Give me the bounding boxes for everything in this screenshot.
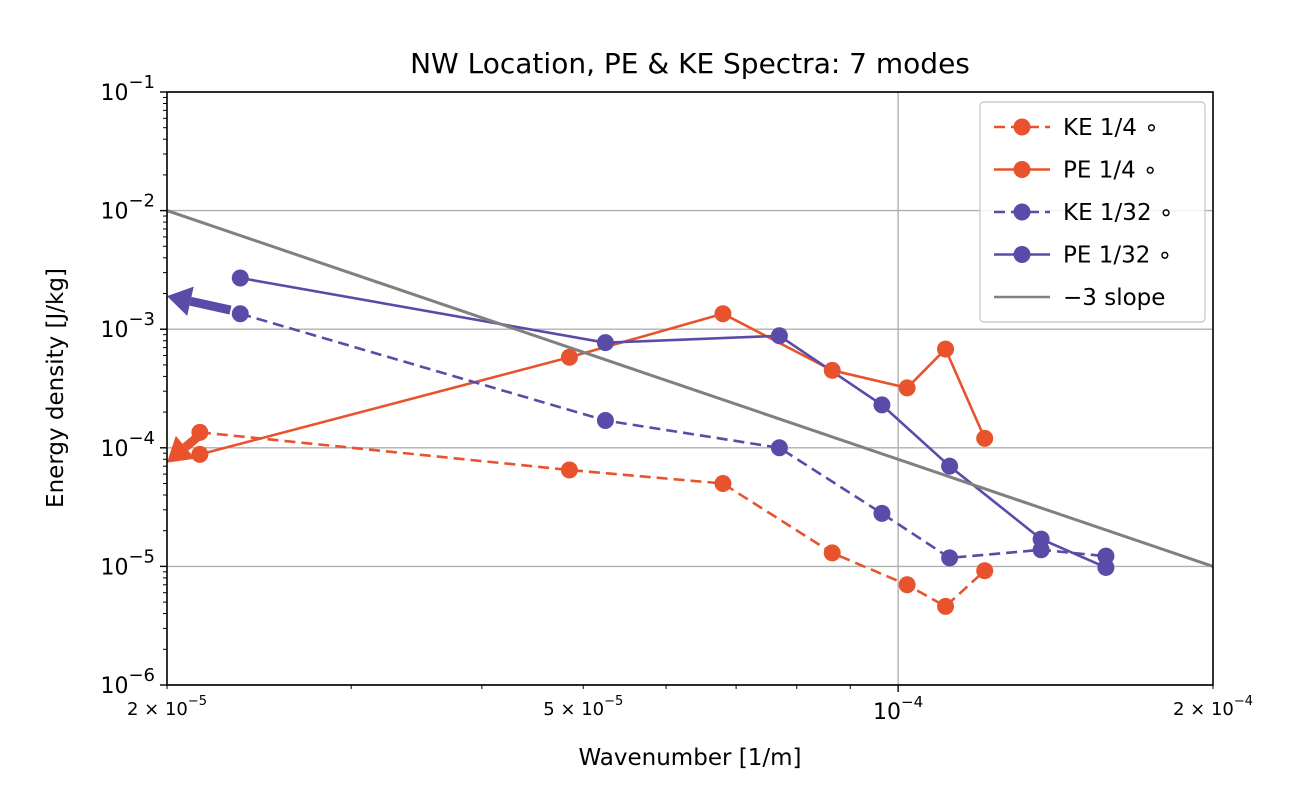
legend-label: PE 1/32 ∘ <box>1063 243 1172 269</box>
y-tick-label: 10−2 <box>100 191 155 225</box>
legend-marker <box>1013 203 1031 221</box>
data-point <box>560 348 578 366</box>
legend-label: PE 1/4 ∘ <box>1063 158 1157 184</box>
data-point <box>941 457 959 475</box>
data-point <box>231 305 249 323</box>
arrow-shaft <box>189 296 232 315</box>
y-tick-label: 10−4 <box>100 428 155 462</box>
arrow-head <box>167 435 195 463</box>
data-point <box>231 269 249 287</box>
legend: KE 1/4 ∘ PE 1/4 ∘ KE 1/32 ∘ PE 1/32 ∘ −3 slo… <box>979 101 1206 323</box>
x-tick-label: 2 × 10−4 <box>1173 694 1253 720</box>
x-axis-title: Wavenumber [1/m] <box>579 745 802 771</box>
arrow-shaft <box>182 431 203 451</box>
chart-title: NW Location, PE & KE Spectra: 7 modes <box>410 47 970 80</box>
data-point <box>714 305 732 323</box>
data-point <box>1097 558 1115 576</box>
data-point <box>823 544 841 562</box>
plot-frame <box>166 91 1214 686</box>
data-point <box>714 475 732 493</box>
legend-marker <box>1013 161 1031 178</box>
legend-label: KE 1/32 ∘ <box>1063 200 1173 226</box>
data-point <box>898 576 916 594</box>
axes: 10−1 10−2 10−3 10−4 10−5 10−62 × 10−5 5 × 10−5… <box>100 72 1253 725</box>
data-point <box>898 379 916 397</box>
data-point <box>596 411 614 429</box>
data-point <box>823 361 841 379</box>
legend-label: KE 1/4 ∘ <box>1063 115 1159 141</box>
legend-marker <box>1013 118 1031 136</box>
plot-markers <box>191 269 1115 615</box>
data-point <box>941 549 959 567</box>
data-point <box>937 340 955 358</box>
data-point <box>770 327 788 345</box>
data-point <box>596 334 614 352</box>
y-axis-title: Energy density [J/kg] <box>43 268 69 508</box>
legend-marker <box>1013 246 1031 263</box>
series-line-4 <box>166 209 1214 568</box>
data-point <box>1032 530 1050 548</box>
data-point <box>770 439 788 457</box>
legend-box <box>979 101 1206 323</box>
x-tick-label: 10−4 <box>873 693 923 725</box>
data-point <box>937 597 955 615</box>
x-tick-label: 2 × 10−5 <box>127 694 207 720</box>
data-point <box>873 396 891 414</box>
x-tick-label: 5 × 10−5 <box>543 694 623 720</box>
data-point <box>976 429 994 447</box>
plot-arrows <box>167 286 232 463</box>
y-tick-label: 10−3 <box>100 309 155 343</box>
y-tick-label: 10−1 <box>100 72 155 106</box>
arrow-head <box>167 286 194 316</box>
data-point <box>873 504 891 522</box>
data-point <box>191 445 209 463</box>
y-tick-label: 10−5 <box>100 546 155 580</box>
y-tick-label: 10−6 <box>100 665 155 699</box>
data-point <box>560 461 578 479</box>
legend-label: −3 slope <box>1063 285 1165 311</box>
data-point <box>976 562 994 580</box>
